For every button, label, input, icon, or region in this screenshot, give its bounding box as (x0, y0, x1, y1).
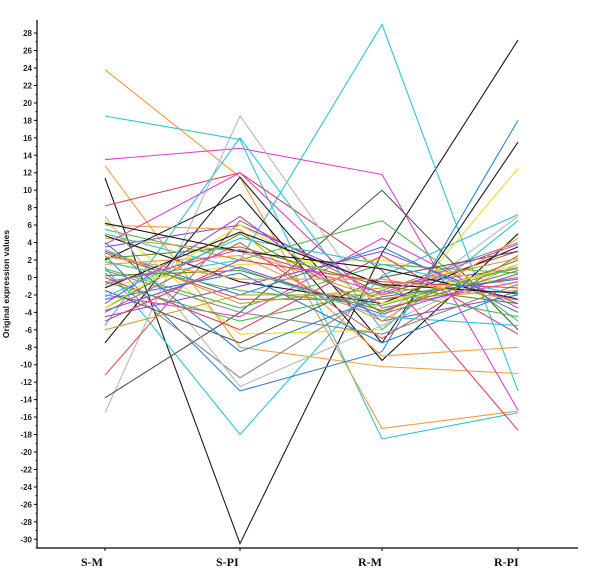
y-tick-label: -28 (20, 518, 32, 527)
y-tick-label: 26 (23, 47, 32, 56)
y-tick-label: -2 (25, 291, 33, 300)
series-line (104, 243, 519, 294)
y-tick-label: -24 (20, 483, 32, 492)
series-line (104, 120, 519, 392)
y-tick-label: 28 (23, 29, 32, 38)
series-line (104, 69, 519, 429)
y-tick-label: 0 (28, 273, 33, 282)
y-tick-label: -30 (20, 535, 32, 544)
y-tick-label: 10 (23, 186, 32, 195)
y-tick-label: -14 (20, 396, 32, 405)
y-tick-label: 14 (23, 151, 32, 160)
series-line (104, 241, 519, 379)
series-line (104, 233, 519, 327)
y-tick-label: 24 (23, 64, 32, 73)
x-category-label: R-PI (494, 555, 519, 569)
x-category-label: S-M (81, 555, 103, 569)
series-line (104, 165, 519, 375)
y-tick-label: -6 (25, 326, 33, 335)
series-line (104, 115, 519, 440)
y-tick-label: 12 (23, 169, 32, 178)
y-tick-label: -12 (20, 378, 32, 387)
x-category-label: S-PI (216, 555, 239, 569)
series-line (104, 266, 519, 315)
y-tick-label: 22 (23, 81, 32, 90)
y-tick-label: 6 (28, 221, 33, 230)
y-tick-label: 20 (23, 99, 32, 108)
x-category-label: R-M (358, 555, 382, 569)
y-tick-label: 8 (28, 204, 33, 213)
series-line (104, 231, 519, 294)
y-tick-label: -4 (25, 308, 33, 317)
y-tick-label: 2 (28, 256, 33, 265)
y-tick-label: -18 (20, 431, 32, 440)
series-line (104, 39, 519, 545)
y-tick-label: -20 (20, 448, 32, 457)
y-axis-title: Original expression values (1, 230, 11, 338)
series-line (104, 242, 519, 353)
series-line (104, 250, 519, 318)
y-tick-label: -16 (20, 413, 32, 422)
series-line (104, 23, 519, 392)
series-line (104, 250, 519, 344)
series-line (104, 172, 519, 431)
y-tick-label: 18 (23, 116, 32, 125)
series-line (104, 269, 519, 335)
series-line (104, 214, 519, 436)
series-line (104, 255, 519, 301)
series-line (104, 261, 519, 306)
series-line (104, 172, 519, 309)
series-line (104, 147, 519, 411)
y-tick-label: -26 (20, 500, 32, 509)
series-line (104, 272, 519, 344)
y-tick-label: -10 (20, 361, 32, 370)
y-tick-label: -22 (20, 465, 32, 474)
axes: 2826242220181614121086420-2-4-6-8-10-12-… (20, 20, 578, 569)
series-lines (104, 23, 519, 545)
y-tick-label: 4 (28, 239, 33, 248)
y-tick-label: -8 (25, 343, 33, 352)
series-line (104, 268, 519, 331)
y-tick-label: 16 (23, 134, 32, 143)
